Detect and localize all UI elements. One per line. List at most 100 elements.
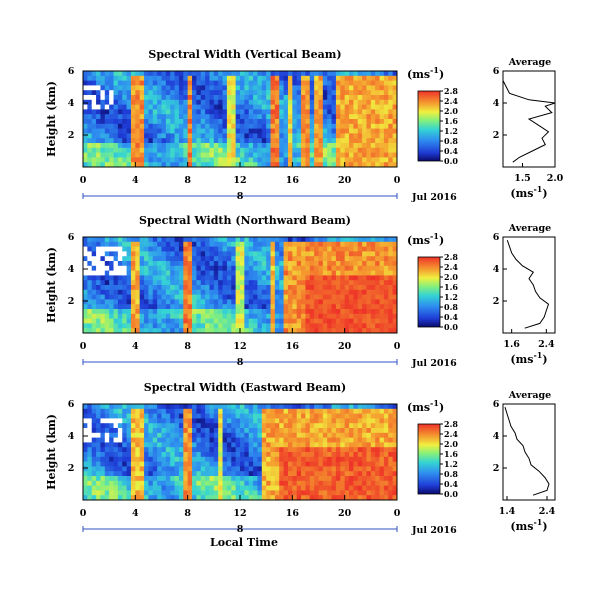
heatmap-cell bbox=[213, 413, 219, 419]
heatmap-cell bbox=[165, 428, 171, 434]
heatmap-cell bbox=[314, 466, 319, 472]
heatmap-cell bbox=[296, 275, 302, 281]
heatmap-cell bbox=[279, 99, 285, 106]
heatmap-cell bbox=[340, 309, 346, 315]
heatmap-cell bbox=[104, 476, 110, 482]
heatmap-cell bbox=[392, 299, 398, 305]
heatmap-cell bbox=[353, 485, 359, 491]
heatmap-cell bbox=[353, 294, 359, 300]
heatmap-cell bbox=[161, 456, 167, 463]
heatmap-cell bbox=[165, 162, 171, 168]
heatmap-cell bbox=[170, 280, 176, 286]
heatmap-cell bbox=[165, 304, 171, 310]
heatmap-cell bbox=[287, 456, 293, 463]
heatmap-cell bbox=[287, 289, 293, 296]
heatmap-cell bbox=[357, 428, 363, 434]
heatmap-cell bbox=[331, 323, 337, 329]
heatmap-cell bbox=[209, 437, 215, 443]
heatmap-cell bbox=[183, 99, 189, 106]
heatmap-cell bbox=[144, 119, 149, 125]
heatmap-cell bbox=[178, 476, 184, 482]
heatmap-cell bbox=[340, 85, 346, 91]
heatmap-cell bbox=[218, 114, 224, 120]
heatmap-cell bbox=[161, 408, 167, 415]
heatmap-cell bbox=[362, 143, 367, 149]
heatmap-cell bbox=[253, 404, 258, 410]
heatmap-cell bbox=[248, 119, 254, 125]
heatmap-cell bbox=[266, 299, 272, 305]
heatmap-cell bbox=[213, 85, 219, 91]
heatmap-cell bbox=[357, 294, 363, 300]
heatmap-cell bbox=[379, 133, 385, 139]
colorbar-tick-label: 0.4 bbox=[444, 312, 458, 322]
heatmap-cell bbox=[209, 95, 215, 101]
heatmap-cell bbox=[357, 246, 363, 252]
heatmap-cell bbox=[287, 323, 293, 329]
heatmap-cell bbox=[388, 95, 394, 101]
heatmap-cell bbox=[205, 432, 210, 439]
heatmap-cell bbox=[383, 123, 389, 130]
heatmap-cell bbox=[170, 285, 176, 291]
heatmap-cell bbox=[301, 162, 306, 168]
heatmap-cell bbox=[305, 138, 311, 144]
heatmap-cell bbox=[244, 75, 250, 82]
heatmap-cell bbox=[270, 299, 276, 305]
heatmap-cell bbox=[117, 461, 123, 467]
heatmap-cell bbox=[109, 456, 115, 463]
heatmap-cell bbox=[130, 408, 136, 415]
heatmap-cell bbox=[126, 128, 132, 134]
heatmap-cell bbox=[388, 119, 394, 125]
heatmap-cell bbox=[205, 423, 210, 429]
heatmap-cell bbox=[327, 256, 333, 262]
heatmap-cell bbox=[379, 294, 385, 300]
heatmap-cell bbox=[353, 289, 359, 296]
heatmap-cell bbox=[130, 309, 136, 315]
heatmap-cell bbox=[248, 95, 254, 101]
heatmap-cell bbox=[161, 442, 167, 448]
heatmap-cell bbox=[100, 294, 106, 300]
heatmap-cell bbox=[257, 119, 263, 125]
heatmap-cell bbox=[309, 261, 315, 267]
heatmap-cell bbox=[327, 99, 333, 106]
heatmap-cell bbox=[370, 404, 376, 410]
heatmap-cell bbox=[261, 147, 267, 154]
heatmap-cell bbox=[322, 138, 328, 144]
heatmap-cell bbox=[200, 119, 206, 125]
heatmap-cell bbox=[257, 123, 263, 130]
heatmap-cell bbox=[283, 261, 289, 267]
heatmap-cell bbox=[331, 157, 337, 163]
heatmap-cell bbox=[322, 452, 328, 458]
heatmap-cell bbox=[296, 485, 302, 491]
heatmap-cell bbox=[296, 133, 302, 139]
heatmap-cell bbox=[174, 143, 180, 149]
heatmap-cell bbox=[244, 456, 250, 463]
heatmap-cell bbox=[200, 109, 206, 115]
heatmap-cell bbox=[314, 418, 319, 424]
heatmap-cell bbox=[139, 95, 145, 101]
heatmap-cell bbox=[222, 114, 228, 120]
heatmap-cell bbox=[196, 90, 202, 96]
heatmap-cell bbox=[113, 432, 119, 439]
heatmap-cell bbox=[161, 90, 167, 96]
heatmap-cell bbox=[301, 289, 306, 296]
heatmap-cell bbox=[322, 275, 328, 281]
heatmap-cell bbox=[165, 456, 171, 463]
heatmap-cell bbox=[178, 328, 184, 334]
heatmap-cell bbox=[279, 285, 285, 291]
heatmap-cell bbox=[170, 237, 176, 243]
heatmap-cell bbox=[296, 313, 302, 320]
heatmap-cell bbox=[375, 418, 381, 424]
heatmap-cell bbox=[205, 476, 210, 482]
heatmap-cell bbox=[144, 323, 149, 329]
heatmap-cell bbox=[266, 85, 272, 91]
heatmap-cell bbox=[349, 447, 354, 453]
heatmap-cell bbox=[178, 408, 184, 415]
heatmap-cell bbox=[187, 109, 193, 115]
heatmap-cell bbox=[165, 413, 171, 419]
heatmap-cell bbox=[87, 456, 93, 463]
heatmap-cell bbox=[379, 123, 385, 130]
heatmap-cell bbox=[335, 313, 341, 320]
heatmap-cell bbox=[87, 157, 93, 163]
heatmap-cell bbox=[161, 323, 167, 329]
heatmap-cell bbox=[192, 256, 197, 262]
